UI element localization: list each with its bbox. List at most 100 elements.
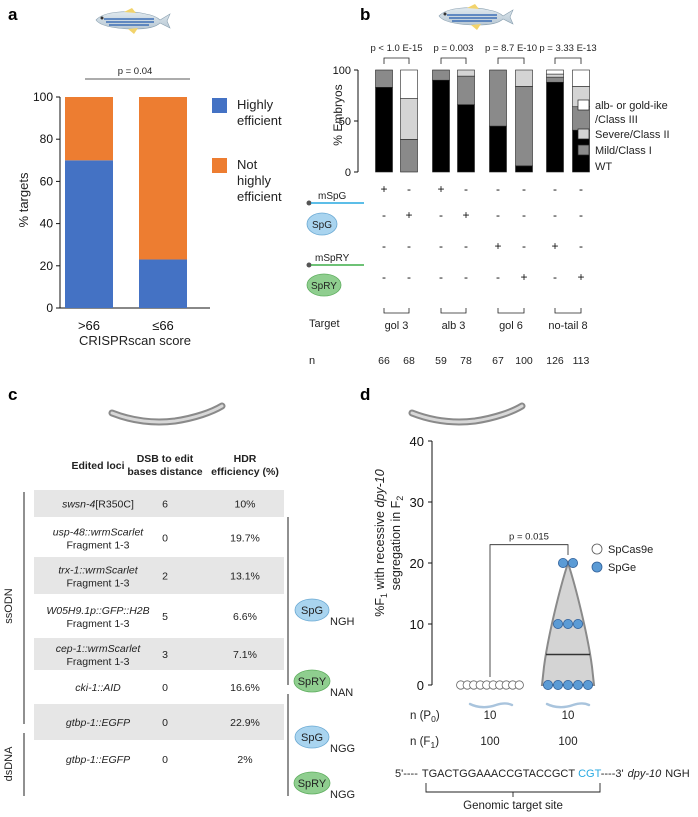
panel-d-point-spge [558, 558, 569, 569]
panel-b-target-bracket [440, 308, 467, 314]
panel-b-ytick-label: 50 [339, 116, 351, 128]
panel-d-legend: SpCas9e SpGe [591, 543, 653, 574]
panel-b-sign: - [382, 239, 386, 253]
panel-b-bar-wt [489, 125, 507, 173]
n-f1-label: n (F1) [410, 736, 439, 750]
table-cell-efficiency: 22.9% [230, 717, 260, 729]
panel-b-n-value: 100 [515, 355, 533, 367]
panel-a-bar-highly [139, 259, 187, 308]
legend-swatch-class2 [577, 128, 590, 140]
panel-b-sign: - [439, 270, 443, 284]
panel-b-bar-wt [457, 104, 475, 173]
legend-not-label-3: efficient [237, 189, 282, 204]
table-cell-distance: 6 [162, 499, 168, 511]
header-hdr-2: efficiency (%) [211, 466, 279, 478]
table-cell-locus: gtbp-1::EGFP [66, 717, 130, 729]
panel-b-sign: + [494, 239, 501, 253]
panel-b-sign: + [520, 270, 527, 284]
panel-b-sign: - [522, 208, 526, 222]
svg-text:SpRY: SpRY [298, 778, 327, 790]
panel-a-bar-not-highly [139, 97, 187, 260]
panel-a-pvalue: p = 0.04 [118, 66, 153, 77]
svg-text:NGG: NGG [330, 789, 355, 801]
n-p0-spge: 10 [562, 710, 575, 722]
legend-swatch-class1 [577, 144, 590, 156]
panel-b-pvalue: p < 1.0 E-15 [370, 43, 422, 54]
panel-d-point-spge [563, 619, 574, 630]
panel-b-target-label: gol 3 [385, 320, 409, 332]
panel-d-ylabel-line2: segregation in F2 [389, 496, 405, 591]
legend-class3-1: alb- or gold-ike [595, 100, 668, 112]
panel-d-point-spge [573, 619, 584, 630]
panel-b-bar-alb [546, 69, 564, 75]
table-cell-distance: 3 [162, 649, 168, 661]
header-dsb-2: bases distance [127, 466, 202, 478]
panel-b-bar-severe [515, 69, 533, 87]
spry-protein-icon: SpRY [306, 273, 342, 297]
worm-icon-d [408, 402, 526, 426]
panel-c-table: swsn-4[R350C] 6 10%usp-48::wrmScarletFragm… [34, 490, 284, 766]
panel-b-target-bracket [383, 308, 410, 314]
panel-b-pvalue-bracket [554, 57, 582, 64]
table-cell-fragment: Fragment 1-3 [66, 540, 129, 552]
panel-d-pvalue-bracket [489, 544, 569, 677]
legend-highly-label-1: Highly [237, 97, 274, 112]
mspg-label: mSpG [318, 191, 347, 202]
panel-d-point-spge [583, 680, 594, 691]
panel-b-target-label: gol 6 [499, 320, 523, 332]
panel-b-bar-alb [400, 69, 418, 99]
panel-b-bar-mild [489, 69, 507, 127]
panel-b-bar-severe [546, 73, 564, 78]
svg-text:SpG: SpG [301, 605, 323, 617]
panel-b-bar-severe [400, 98, 418, 140]
panel-b-bar-wt [546, 81, 564, 173]
panel-b-target-label: alb 3 [442, 320, 466, 332]
legend-spge-marker [591, 561, 603, 573]
panel-a-category-label: ≤66 [152, 318, 174, 333]
panel-d-chart: 0 10 20 30 40 p = 0.015 [410, 434, 596, 693]
panel-a-ytick-label: 80 [40, 132, 54, 146]
target-sequence: 5'---- TGACTGGAAACCGTACCGCT CGT----3' dpy-1… [395, 768, 690, 780]
panel-b-pvalue-bracket [383, 57, 410, 64]
spg-label: SpG [312, 220, 332, 231]
panel-label-c: c [8, 385, 17, 404]
panel-b-sign: - [496, 182, 500, 196]
panel-b-sign: + [462, 208, 469, 222]
panel-a-ytick-label: 20 [40, 259, 54, 273]
panel-b-bar-mild [457, 75, 475, 105]
table-cell-efficiency: 10% [234, 499, 255, 511]
panel-a-ytick-label: 60 [40, 174, 54, 188]
panel-a-ylabel: % targets [16, 172, 31, 227]
panel-b-sign: - [439, 239, 443, 253]
table-cell-fragment: Fragment 1-3 [66, 578, 129, 590]
panel-b-target-label: no-tail 8 [548, 320, 587, 332]
panel-b-bar-mild [515, 86, 533, 167]
panel-b-legend: alb- or gold-ike /Class III Severe/Class… [577, 99, 670, 173]
table-cell-locus: W05H9.1p::GFP::H2B [46, 605, 149, 617]
panel-d-point-spge [553, 680, 564, 691]
panel-a-ytick-label: 40 [40, 217, 54, 231]
legend-spcas9e-marker [591, 543, 603, 555]
table-row-bg [34, 704, 284, 740]
dsdna-label: dsDNA [3, 746, 15, 782]
enzyme-spg-ngh: SpG NGH [294, 598, 355, 628]
n-label: n [309, 355, 315, 367]
table-cell-locus: gtbp-1::EGFP [66, 754, 130, 766]
legend-class1: Mild/Class I [595, 145, 652, 157]
panel-b-bar-mild [546, 76, 564, 83]
panel-d-point-spge [543, 680, 554, 691]
legend-not-label-2: highly [237, 173, 271, 188]
panel-b-pvalue: p = 0.003 [434, 43, 474, 54]
panel-b-sign: - [522, 182, 526, 196]
panel-d-point-spge [553, 619, 564, 630]
panel-b-sign: - [579, 239, 583, 253]
panel-b-ytick-label: 100 [333, 65, 351, 77]
legend-wt: WT [595, 161, 612, 173]
enzyme-spry-ngg: SpRY NGG [293, 771, 355, 801]
table-cell-locus: cep-1::wrmScarlet [56, 643, 142, 655]
panel-b-pvalue: p = 8.7 E-10 [485, 43, 537, 54]
panel-a-ytick-label: 0 [46, 301, 53, 315]
panel-b-sign-grid: + - + - - - - - - + - + - - - - - - - - + - + - - - - - - + - + [380, 182, 584, 284]
panel-b-sign: + [577, 270, 584, 284]
zebrafish-icon-a [95, 8, 171, 34]
